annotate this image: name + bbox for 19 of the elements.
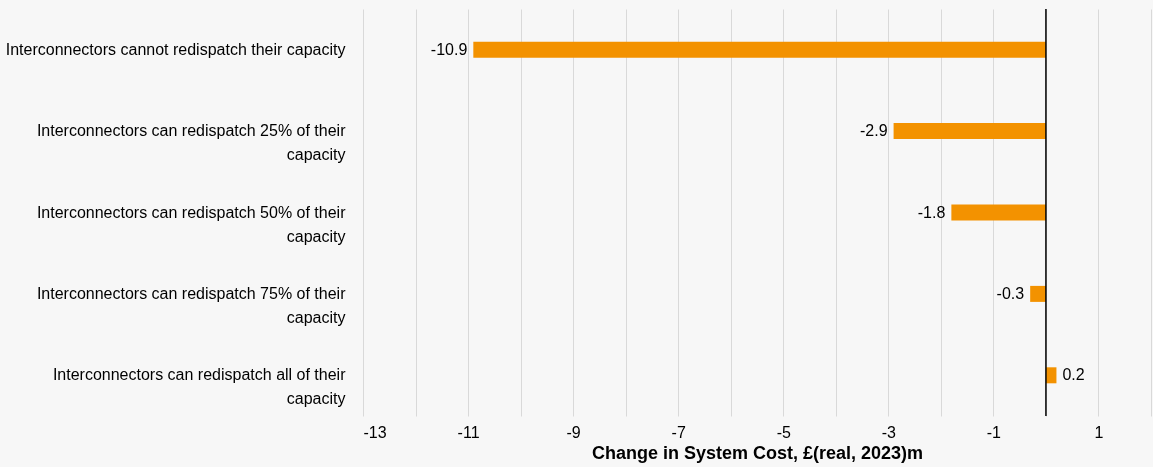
x-tick-label: -7	[671, 423, 686, 441]
y-tick-label: Interconnectors can redispatch 25% of their capacity	[36, 122, 347, 164]
x-tick-label: 1	[1094, 423, 1104, 441]
x-tick-label: -9	[566, 423, 581, 441]
x-tick-label: -5	[776, 423, 791, 441]
data-label: 0.2	[1062, 366, 1085, 384]
x-tick-label: -3	[881, 423, 897, 441]
data-label: -1.8	[917, 203, 946, 221]
y-tick-label: Interconnectors can redispatch all of their capacity	[52, 366, 347, 408]
y-tick-label: Interconnectors can redispatch 50% of their capacity	[36, 203, 347, 245]
data-label: -10.9	[430, 40, 468, 58]
x-tick-label: -13	[363, 423, 387, 441]
data-label: -0.3	[996, 284, 1025, 302]
x-axis-title: Change in System Cost, £(real, 2023)m	[591, 442, 924, 463]
x-tick-label: -11	[457, 423, 480, 441]
data-label: -2.9	[860, 122, 888, 140]
x-tick-label: -1	[986, 423, 1002, 441]
y-tick-label: Interconnectors can redispatch 75% of their capacity	[36, 284, 347, 326]
y-tick-label: Interconnectors cannot redispatch their capacity	[5, 40, 346, 58]
